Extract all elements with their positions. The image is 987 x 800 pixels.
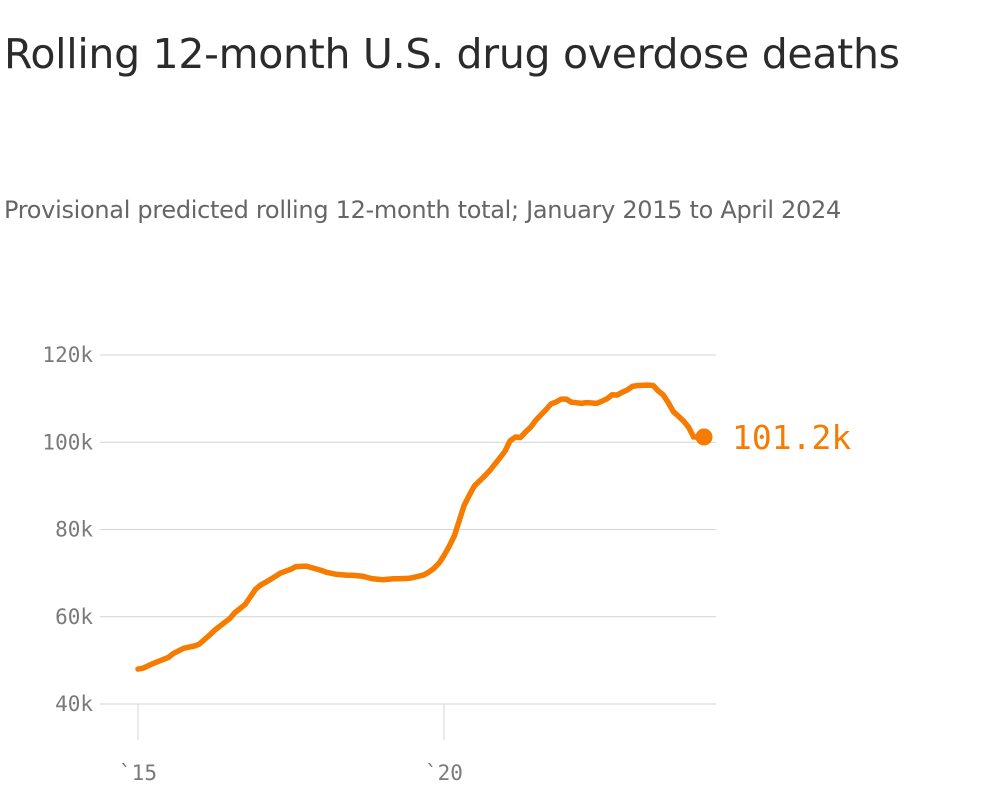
series-group [135,382,707,672]
axes: 40k 60k 80k 100k 120k `15 `20 [42,343,462,785]
annotations: 101.2k [695,418,851,457]
chart-subtitle: Provisional predicted rolling 12-month t… [4,196,841,224]
y-tick-label: 100k [42,430,93,454]
y-tick-label: 120k [42,343,93,367]
y-tick-label: 60k [55,605,93,629]
gridlines [100,354,716,705]
y-tick-label: 40k [55,692,93,716]
y-tick-label: 80k [55,518,93,542]
chart-title: Rolling 12-month U.S. drug overdose deat… [4,30,900,78]
end-value-label: 101.2k [732,418,851,457]
x-tick-label: `15 [119,761,157,785]
end-point-marker [695,428,713,446]
x-tick-label: `20 [425,761,463,785]
series-line [135,382,707,672]
